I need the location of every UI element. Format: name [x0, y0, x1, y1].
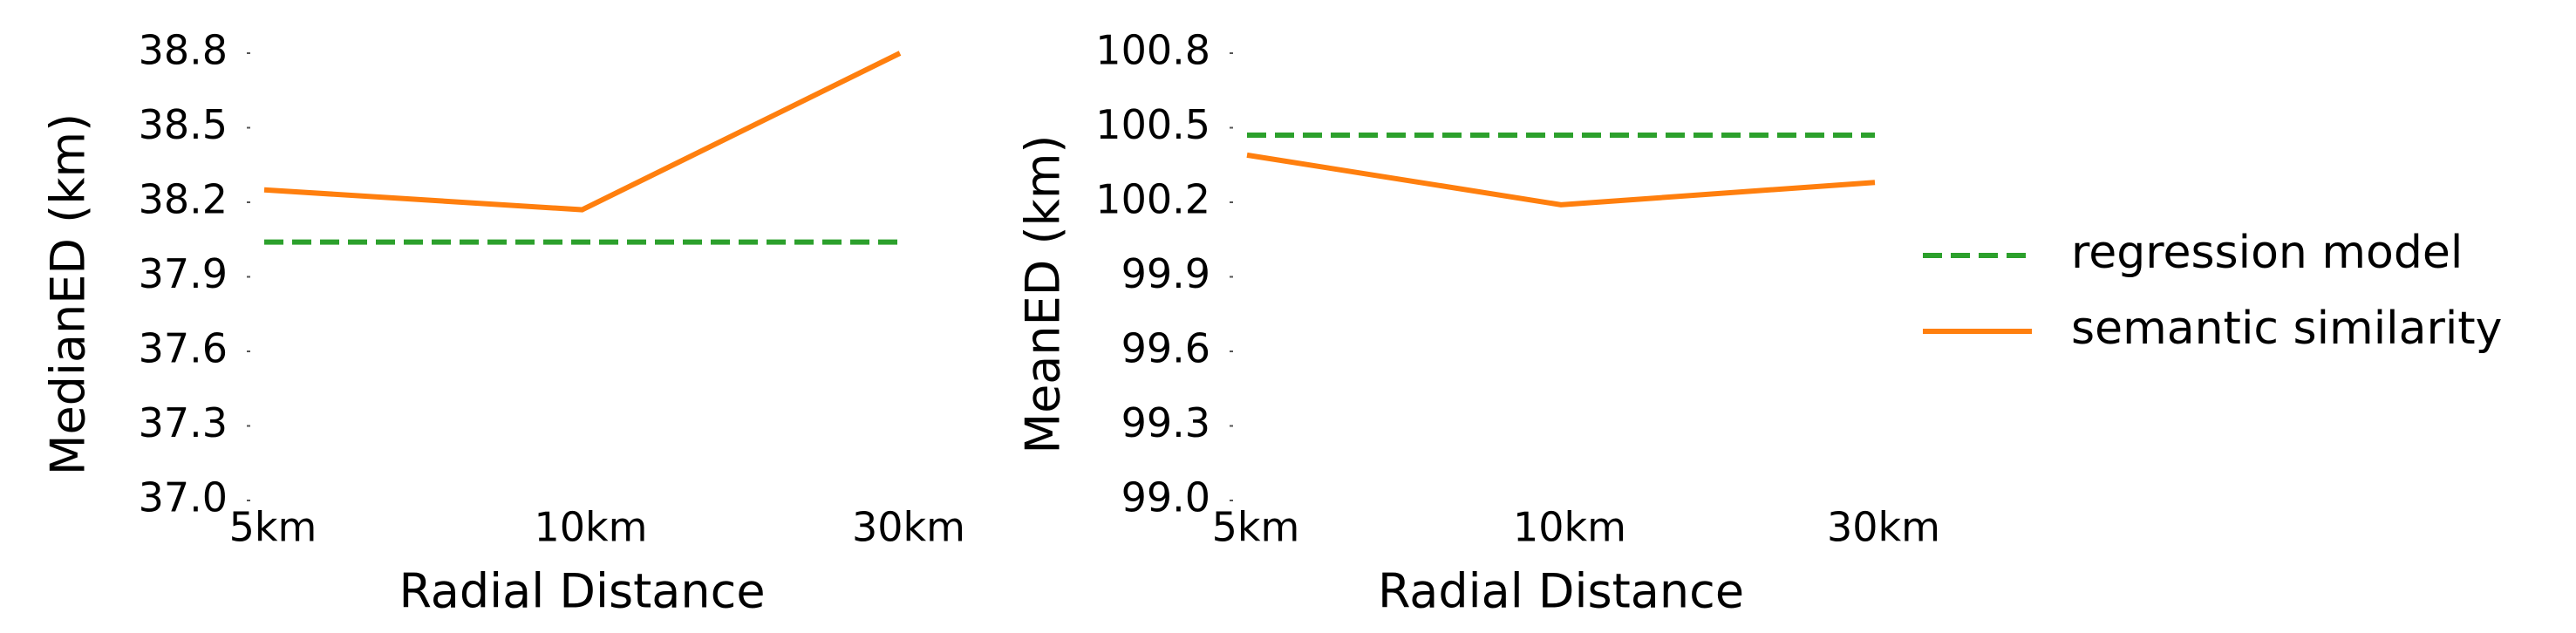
y-tick-label: 99.3: [1121, 399, 1210, 446]
legend-label: semantic similarity: [2071, 303, 2502, 355]
legend-label: regression model: [2071, 227, 2463, 279]
y-tick-label: 100.8: [1095, 27, 1210, 74]
x-tick-label: 30km: [852, 504, 965, 551]
series-line: [263, 51, 902, 213]
x-axis-label: Radial Distance: [399, 564, 765, 619]
x-tick-label: 30km: [1827, 504, 1940, 551]
y-axis-label: MedianED (km): [41, 113, 96, 475]
x-tick-label: 5km: [1212, 504, 1300, 551]
y-tick-label: 38.2: [139, 176, 228, 223]
x-tick-label: 10km: [1513, 504, 1626, 551]
y-tick-label: 37.0: [139, 474, 228, 521]
y-tick-label: 100.2: [1095, 176, 1210, 223]
y-tick-label: 38.8: [139, 27, 228, 74]
x-tick-label: 5km: [229, 504, 317, 551]
y-tick-label: 99.6: [1121, 325, 1210, 372]
y-axis-label: MeanED (km): [1016, 134, 1071, 453]
x-tick-label: 10km: [535, 504, 648, 551]
y-tick-label: 38.5: [139, 101, 228, 148]
y-tick-label: 37.3: [139, 399, 228, 446]
y-tick-label: 99.9: [1121, 250, 1210, 297]
y-tick-label: 100.5: [1095, 101, 1210, 148]
y-tick-label: 37.9: [139, 250, 228, 297]
y-tick-label: 99.0: [1121, 474, 1210, 521]
y-tick-label: 37.6: [139, 325, 228, 372]
series-line: [1246, 152, 1876, 208]
x-axis-label: Radial Distance: [1378, 564, 1744, 619]
